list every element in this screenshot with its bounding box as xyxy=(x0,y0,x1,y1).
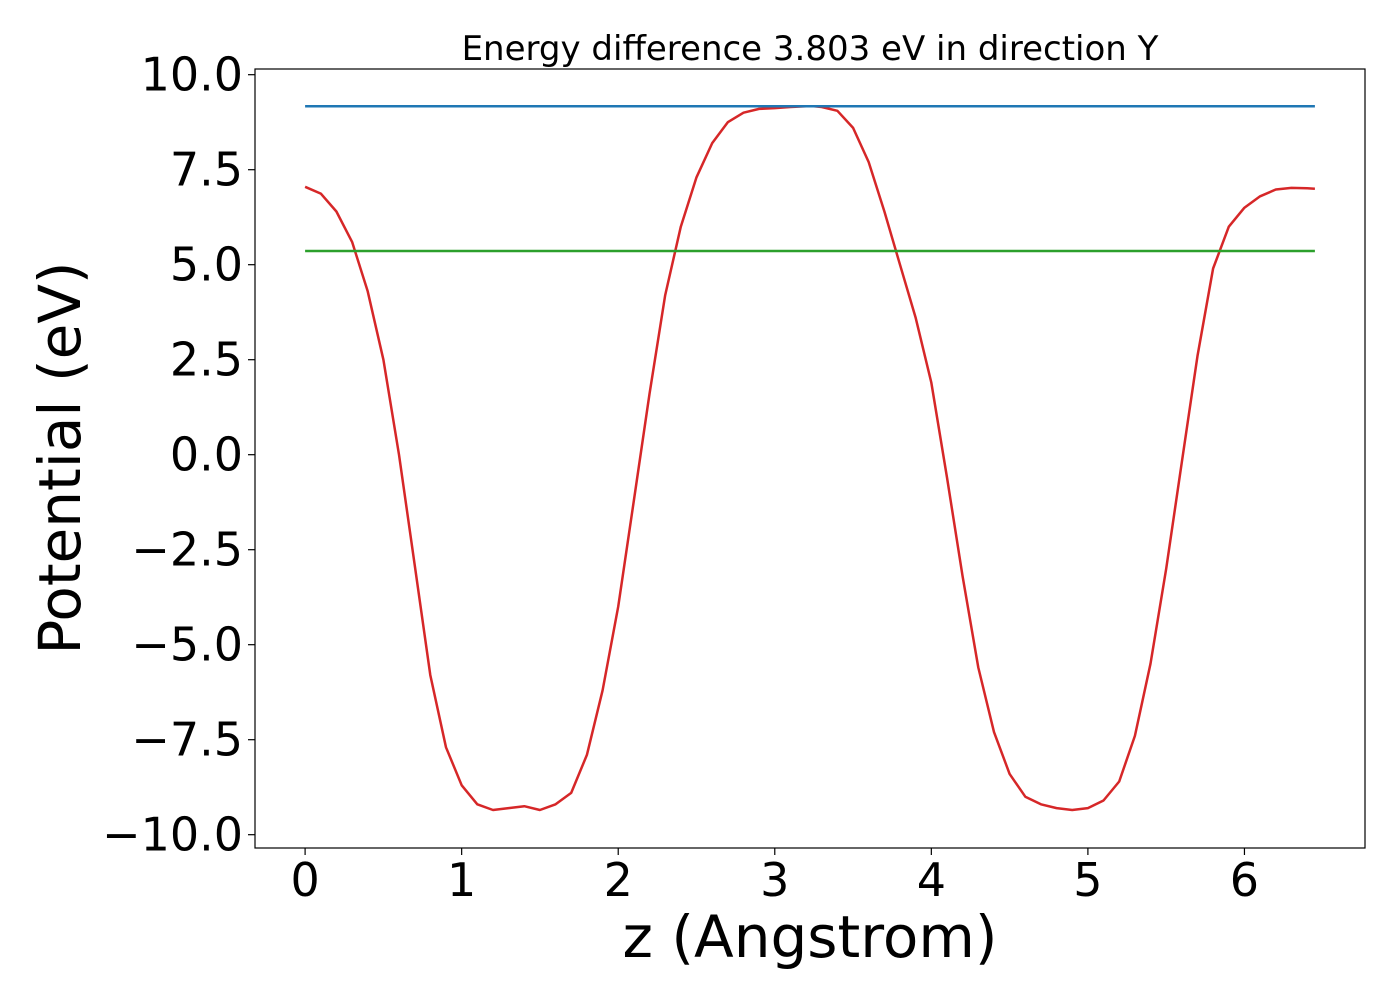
y-tick-label: −2.5 xyxy=(131,523,243,577)
y-tick-label: −5.0 xyxy=(131,618,243,672)
x-tick-label: 4 xyxy=(917,853,946,907)
plot-frame xyxy=(254,68,1366,849)
y-tick-label: −10.0 xyxy=(102,808,243,862)
x-tick-label: 0 xyxy=(290,853,319,907)
x-tick-label: 3 xyxy=(760,853,789,907)
x-tick-label: 1 xyxy=(447,853,476,907)
y-tick-label: 5.0 xyxy=(170,238,243,292)
plot-area xyxy=(304,104,1315,812)
x-axis-label: z (Angstrom) xyxy=(623,903,998,971)
x-axis: 0 1 2 3 4 5 6 xyxy=(290,848,1259,907)
y-tick-label: 10.0 xyxy=(141,48,243,102)
y-tick-label: 2.5 xyxy=(170,333,243,387)
y-axis: −10.0 −7.5 −5.0 −2.5 0.0 2.5 5.0 7.5 10.0 xyxy=(102,48,255,862)
y-tick-label: 7.5 xyxy=(170,143,243,197)
chart-title: Energy difference 3.803 eV in direction … xyxy=(462,29,1159,69)
x-tick-label: 6 xyxy=(1230,853,1259,907)
y-tick-label: 0.0 xyxy=(170,428,243,482)
x-tick-label: 5 xyxy=(1073,853,1102,907)
y-axis-label: Potential (eV) xyxy=(26,261,94,654)
x-tick-label: 2 xyxy=(604,853,633,907)
y-tick-label: −7.5 xyxy=(131,713,243,767)
